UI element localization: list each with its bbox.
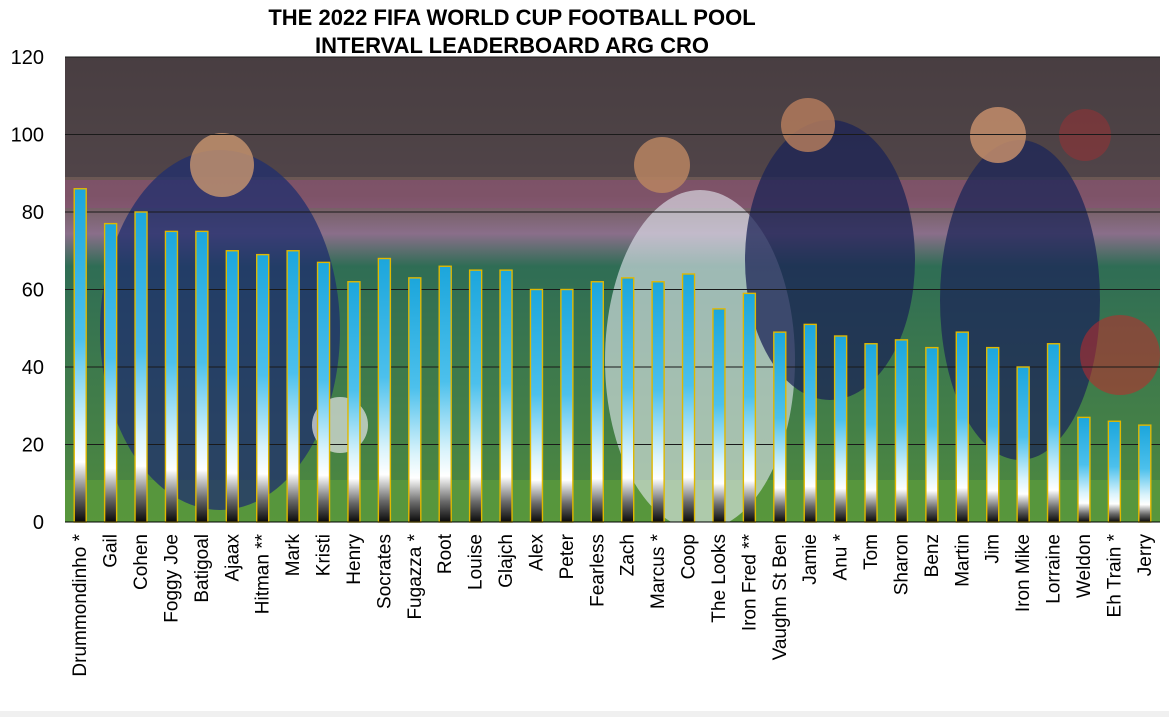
x-tick-label: Marcus * (648, 533, 669, 609)
x-tick-label: Kristi (314, 534, 335, 576)
bar (103, 222, 118, 523)
x-tick-label: Weldon (1074, 534, 1095, 598)
bars (73, 188, 1152, 523)
x-tick-label: Jerry (1135, 534, 1156, 577)
y-tick-label: 20 (22, 435, 44, 457)
x-tick-label: Peter (557, 533, 578, 579)
x-tick-label: Jim (983, 534, 1004, 564)
bar (529, 288, 544, 523)
x-tick-label: Iron Fred ** (739, 533, 760, 631)
bar (925, 346, 939, 523)
bar (712, 308, 726, 523)
x-tick-label: Glajch (496, 534, 517, 588)
x-tick-label: Drummondinho * (70, 533, 91, 676)
y-axis: 0 20 40 60 80 100 120 (11, 47, 44, 534)
bar (347, 281, 361, 523)
x-tick-label: Iron Mike (1013, 534, 1034, 612)
bar (773, 331, 787, 523)
bar (1138, 424, 1152, 523)
bar (377, 257, 392, 523)
x-axis: Drummondinho * Gail Cohen Foggy Joe Batigoal… (65, 521, 1160, 677)
bar (73, 188, 87, 523)
x-tick-label: Fugazza * (405, 533, 426, 619)
bar (438, 265, 452, 523)
bar (803, 323, 817, 523)
y-tick-label: 80 (22, 202, 44, 224)
x-tick-label: Benz (922, 534, 943, 577)
x-tick-label: Vaughn St Ben (770, 534, 791, 660)
bar (195, 230, 209, 523)
bar (1107, 420, 1122, 523)
bar (316, 261, 331, 523)
x-tick-label: Anu * (831, 533, 852, 580)
bar (286, 250, 300, 523)
bar (408, 277, 422, 523)
x-tick-label: Eh Train * (1104, 533, 1125, 617)
bar (1016, 366, 1030, 523)
y-tick-label: 60 (22, 280, 44, 302)
x-tick-label: Coop (679, 534, 700, 579)
bar (499, 269, 513, 523)
x-tick-label: Batigoal (192, 534, 213, 603)
x-tick-label: Jamie (800, 534, 821, 585)
x-tick-label: Louise (466, 534, 487, 590)
x-tick-label: Henry (344, 534, 365, 585)
x-tick-label: Martin (952, 534, 973, 587)
bar (833, 335, 848, 523)
bar (986, 346, 1000, 523)
chart-title-line2: INTERVAL LEADERBOARD ARG CRO (315, 33, 709, 58)
bar (742, 292, 757, 523)
x-tick-label: Gail (101, 534, 122, 568)
x-tick-label: Zach (618, 534, 639, 576)
bar (256, 253, 270, 523)
x-tick-label: Tom (861, 534, 882, 570)
bar (468, 269, 483, 523)
x-tick-label: Foggy Joe (161, 534, 182, 623)
bar (164, 230, 179, 523)
x-tick-label: Sharon (891, 534, 912, 595)
bar (681, 273, 696, 523)
chart-title-line1: THE 2022 FIFA WORLD CUP FOOTBALL POOL (268, 5, 756, 30)
y-tick-label: 0 (33, 512, 44, 534)
bar (1046, 343, 1061, 523)
x-tick-label: Mark (283, 534, 304, 577)
footer-strip (0, 711, 1169, 717)
bar (955, 331, 969, 523)
bar (894, 339, 909, 523)
bar (864, 343, 878, 523)
bar (621, 277, 635, 523)
x-tick-label: Ajaax (222, 534, 243, 582)
bar (225, 250, 239, 523)
y-tick-label: 100 (11, 125, 44, 147)
x-tick-label: The Looks (709, 534, 730, 623)
bar (134, 211, 148, 523)
y-tick-label: 120 (11, 47, 44, 69)
bar (1077, 416, 1091, 523)
y-tick-label: 40 (22, 357, 44, 379)
bar (590, 281, 604, 523)
x-tick-label: Socrates (374, 534, 395, 609)
bar (560, 288, 574, 523)
x-tick-label: Fearless (587, 534, 608, 607)
x-tick-label: Alex (526, 534, 547, 571)
x-tick-label: Lorraine (1044, 534, 1065, 604)
x-tick-label: Root (435, 533, 456, 574)
x-tick-label: Cohen (131, 534, 152, 590)
bar (651, 281, 665, 523)
x-tick-label: Hitman ** (253, 533, 274, 614)
